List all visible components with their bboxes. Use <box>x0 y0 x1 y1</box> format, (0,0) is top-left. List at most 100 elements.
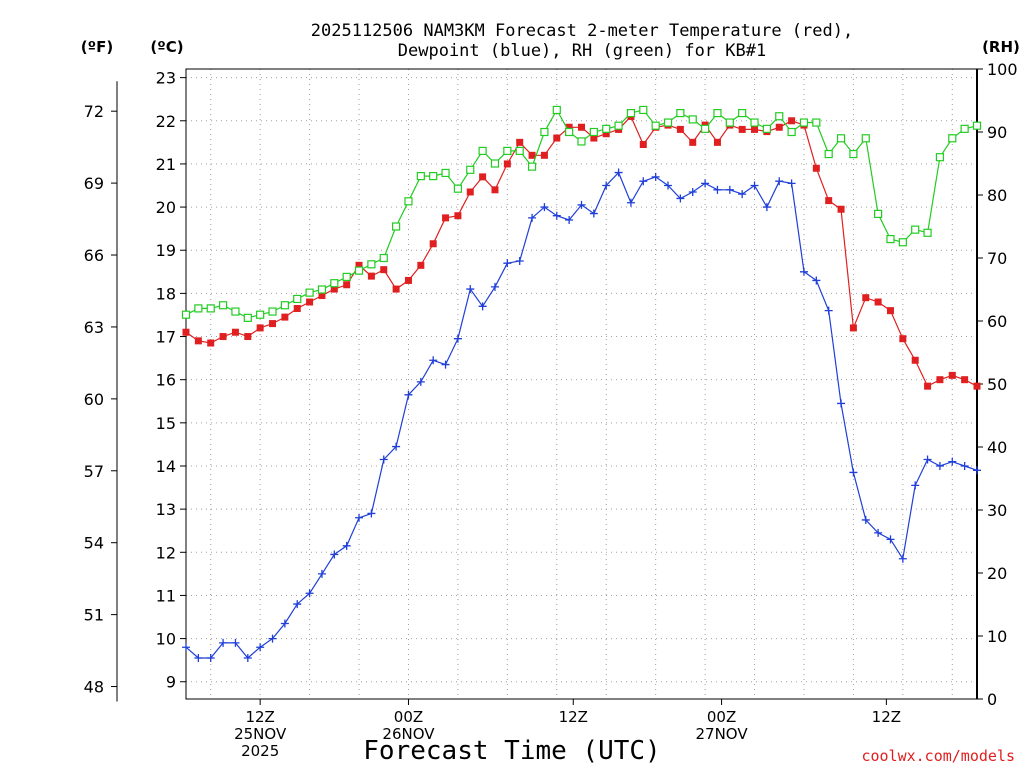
dewpoint-point <box>725 185 734 194</box>
dewpoint-point <box>602 181 611 190</box>
dewpoint-point <box>243 654 252 663</box>
dewpoint-point <box>824 306 833 315</box>
rh-point <box>960 124 969 133</box>
dewpoint-point <box>466 285 475 294</box>
rh-tick-label: 90 <box>987 123 1007 142</box>
temperature-point <box>194 337 202 345</box>
series-0 <box>182 112 981 390</box>
rh-point <box>181 310 191 319</box>
dewpoint-point <box>194 654 203 663</box>
temperature-point <box>788 117 796 125</box>
rh-unit-label: (RH) <box>982 38 1020 56</box>
temperature-point <box>454 212 462 220</box>
dewpoint-point <box>441 360 450 369</box>
celsius-tick-label: 10 <box>156 630 176 649</box>
dewpoint-point <box>688 187 697 196</box>
dewpoint-point <box>676 194 685 203</box>
rh-point <box>367 260 376 269</box>
rh-point <box>429 172 438 181</box>
dewpoint-point <box>429 356 438 365</box>
rh-tick-label: 100 <box>987 60 1018 79</box>
dewpoint-point <box>528 213 537 222</box>
rh-point <box>775 112 784 121</box>
temperature-point <box>281 313 289 321</box>
celsius-tick-label: 15 <box>156 414 176 433</box>
dewpoint-point <box>219 638 228 647</box>
temperature-point <box>207 339 215 347</box>
dewpoint-point <box>404 390 413 399</box>
dewpoint-point <box>626 198 635 207</box>
temperature-point <box>578 123 585 131</box>
celsius-tick-label: 9 <box>166 673 176 692</box>
rh-point <box>663 118 673 127</box>
fahrenheit-tick-label: 60 <box>84 390 104 409</box>
dewpoint-point <box>701 179 710 188</box>
rh-point <box>651 121 660 130</box>
temperature-point <box>367 272 375 280</box>
x-tick-label: 12Z <box>872 708 901 726</box>
temperature-point <box>936 376 944 384</box>
dewpoint-point <box>861 515 870 524</box>
temperature-point <box>330 285 338 293</box>
rh-point <box>565 127 574 137</box>
credit-label[interactable]: coolwx.com/models <box>861 747 1015 765</box>
temperature-point <box>924 382 932 390</box>
temperature-point <box>417 261 425 269</box>
rh-point <box>466 165 475 174</box>
dewpoint-point <box>392 442 401 451</box>
rh-tick-label: 10 <box>987 627 1007 646</box>
temperature-point <box>751 125 759 133</box>
dewpoint-point <box>515 257 524 266</box>
rh-point <box>416 172 425 181</box>
dewpoint-point <box>775 177 784 186</box>
dewpoint-point <box>416 377 425 386</box>
temperature-point <box>380 266 388 274</box>
temperature-point <box>874 298 882 306</box>
temperature-point <box>689 138 697 146</box>
temperature-point <box>911 356 919 364</box>
fahrenheit-tick-label: 63 <box>84 318 104 337</box>
rh-tick-label: 0 <box>987 690 997 709</box>
fahrenheit-tick-label: 51 <box>84 606 104 625</box>
rh-point <box>268 307 277 316</box>
x-tick-label: 00Z <box>707 708 736 726</box>
temperature-point <box>639 141 647 149</box>
rh-point <box>676 108 685 118</box>
dewpoint-point <box>651 172 660 181</box>
celsius-tick-label: 21 <box>156 155 176 174</box>
rh-point <box>540 127 549 137</box>
temperature-point <box>466 188 474 196</box>
rh-point <box>293 294 302 304</box>
rh-point <box>614 121 623 130</box>
dewpoint-point <box>231 638 240 647</box>
rh-point <box>725 118 734 127</box>
dewpoint-point <box>960 461 969 470</box>
dewpoint-point <box>540 203 549 212</box>
dewpoint-point <box>256 643 265 652</box>
dewpoint-point <box>367 509 376 518</box>
rh-point <box>935 153 945 162</box>
series-line <box>185 115 978 388</box>
rh-tick-label: 50 <box>987 375 1007 394</box>
temperature-point <box>404 276 412 284</box>
rh-tick-label: 60 <box>987 312 1007 331</box>
grid-lines <box>186 69 977 699</box>
rh-point <box>490 159 500 168</box>
temperature-point <box>540 151 548 159</box>
dewpoint-point <box>812 276 821 285</box>
celsius-tick-label: 18 <box>156 284 176 303</box>
dewpoint-point <box>738 190 747 199</box>
temperature-point <box>516 138 524 146</box>
celsius-tick-label: 13 <box>156 500 176 519</box>
celsius-tick-label: 20 <box>156 198 176 217</box>
dewpoint-point <box>293 600 302 609</box>
chart-title-line1: 2025112506 NAM3KM Forecast 2-meter Tempe… <box>311 21 853 41</box>
x-tick-label: 26NOV <box>382 725 435 743</box>
dewpoint-point <box>849 468 858 477</box>
temperature-point <box>318 292 326 300</box>
rh-point <box>305 288 314 297</box>
dewpoint-point <box>490 282 499 291</box>
temperature-point <box>961 376 969 384</box>
dewpoint-point <box>182 643 190 652</box>
dewpoint-point <box>973 466 981 475</box>
